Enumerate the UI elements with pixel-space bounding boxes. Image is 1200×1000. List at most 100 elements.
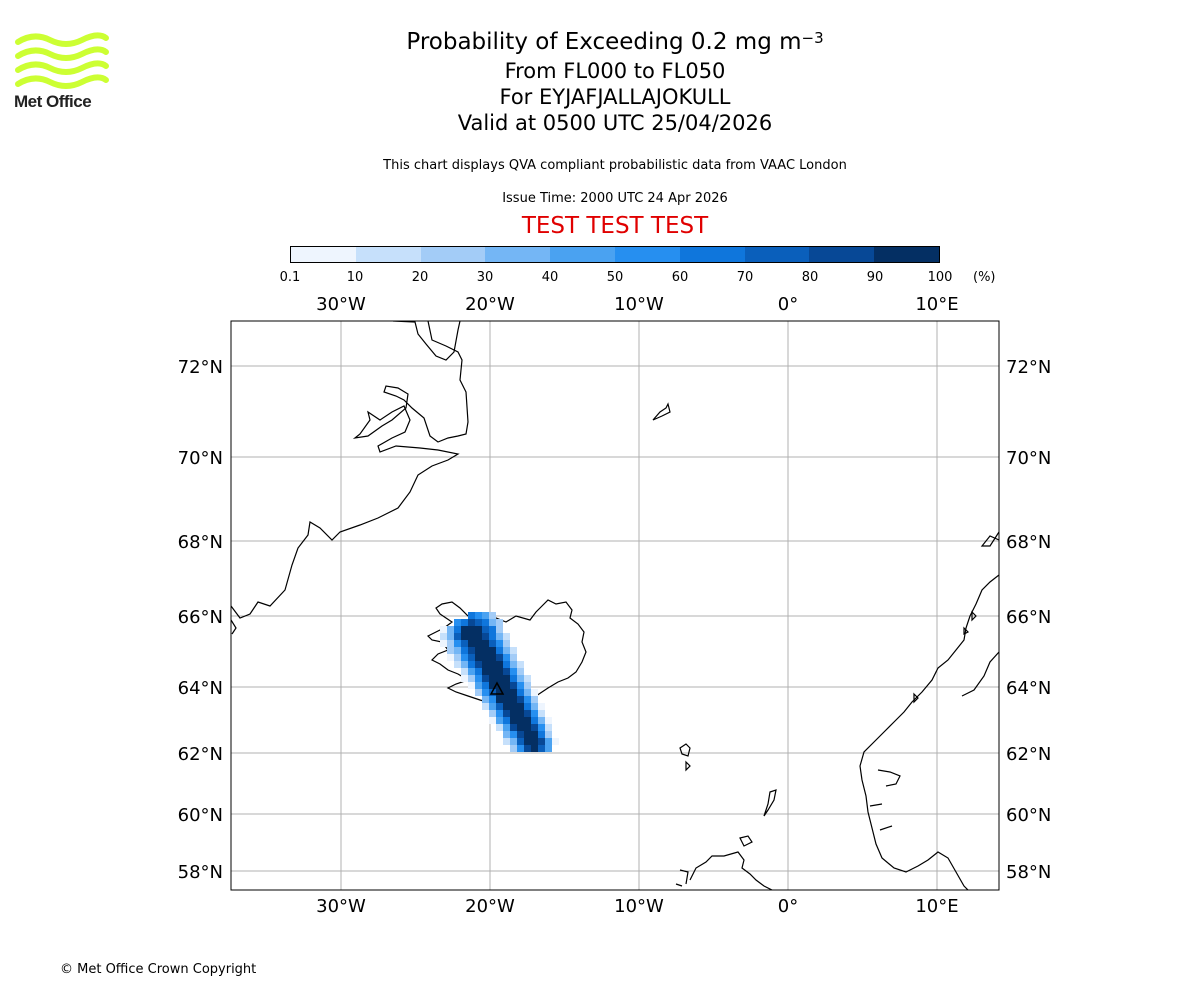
ash-cell (454, 647, 461, 654)
latitude-label-right: 66°N (1006, 607, 1051, 628)
ash-cell (503, 731, 510, 738)
ash-cell (496, 696, 503, 703)
latitude-label-left: 68°N (178, 532, 223, 553)
ash-cell (496, 661, 503, 668)
ash-cell (489, 633, 496, 640)
chart-titles: Probability of Exceeding 0.2 mg m−3 From… (0, 26, 1200, 136)
ash-cell (496, 668, 503, 675)
ash-cell (496, 647, 503, 654)
ash-cell (482, 689, 489, 696)
ash-cell (482, 654, 489, 661)
latitude-label-right: 60°N (1006, 805, 1051, 826)
ash-cell (510, 745, 517, 752)
ash-cell (531, 696, 538, 703)
colorbar-segment (420, 247, 486, 262)
ash-cell (503, 703, 510, 710)
ash-cell (538, 738, 545, 745)
ash-cell (447, 647, 454, 654)
ash-cell (510, 717, 517, 724)
ash-cell (475, 668, 482, 675)
ash-cell (524, 738, 531, 745)
ash-cell (475, 654, 482, 661)
colorbar-segment (485, 247, 551, 262)
ash-cell (489, 696, 496, 703)
ash-cell (468, 661, 475, 668)
longitude-label-bottom: 10°W (614, 896, 664, 917)
latitude-label-right: 58°N (1006, 862, 1051, 883)
ash-cell (531, 710, 538, 717)
coastlines (231, 321, 999, 890)
colorbar-tick-label: 90 (866, 270, 884, 285)
latitude-label-right: 72°N (1006, 357, 1051, 378)
ash-cell (510, 703, 517, 710)
latitude-label-left: 58°N (178, 862, 223, 883)
ash-cell (531, 731, 538, 738)
ash-cell (524, 745, 531, 752)
ash-cell (503, 654, 510, 661)
ash-cell (538, 745, 545, 752)
ash-cell (475, 675, 482, 682)
greenland-inlet (231, 619, 237, 635)
colorbar-tick-label: 20 (411, 270, 429, 285)
ash-cell (489, 717, 496, 724)
gridlines (231, 321, 999, 890)
ash-cell (447, 633, 454, 640)
ash-cell (510, 724, 517, 731)
ash-cell (503, 640, 510, 647)
ash-cell (468, 682, 475, 689)
colorbar-segment (614, 247, 680, 262)
greenland-fjord (392, 321, 461, 361)
ash-cell (524, 717, 531, 724)
ash-cell (482, 703, 489, 710)
ash-cell (517, 710, 524, 717)
ash-cell (503, 647, 510, 654)
ash-cell (475, 647, 482, 654)
ash-cell (475, 612, 482, 619)
ash-cell (510, 689, 517, 696)
ash-cell (531, 738, 538, 745)
ash-cell (475, 626, 482, 633)
colorbar-tick-label: 30 (476, 270, 494, 285)
ash-cell (496, 654, 503, 661)
ash-cell (482, 668, 489, 675)
ash-cell (545, 724, 552, 731)
colorbar-segment (744, 247, 810, 262)
ash-cell (489, 661, 496, 668)
ash-cell (503, 710, 510, 717)
colorbar-segment (679, 247, 745, 262)
ash-cell (503, 675, 510, 682)
latitude-label-left: 62°N (178, 744, 223, 765)
ash-cell (496, 724, 503, 731)
ash-cell (510, 647, 517, 654)
ash-cell (482, 640, 489, 647)
ash-cell (524, 710, 531, 717)
ash-cell (489, 619, 496, 626)
ash-cell (503, 633, 510, 640)
ash-cell (517, 668, 524, 675)
ash-cell (496, 640, 503, 647)
ash-cell (454, 619, 461, 626)
ash-cell (482, 647, 489, 654)
ash-cell (538, 724, 545, 731)
ash-cell (503, 661, 510, 668)
ash-probability-field (440, 612, 559, 752)
ash-cell (447, 654, 454, 661)
ash-cell (489, 668, 496, 675)
longitude-label-top: 10°W (614, 294, 664, 315)
ash-cell (482, 612, 489, 619)
ash-cell (468, 647, 475, 654)
copyright: © Met Office Crown Copyright (60, 962, 257, 977)
ash-cell (517, 717, 524, 724)
qva-note: This chart displays QVA compliant probab… (383, 158, 847, 173)
ash-cell (461, 675, 468, 682)
ash-cell (482, 661, 489, 668)
ash-cell (454, 640, 461, 647)
ash-cell (475, 661, 482, 668)
colorbar-tick-label: 60 (671, 270, 689, 285)
ash-cell (517, 703, 524, 710)
ash-cell (447, 626, 454, 633)
ash-cell (482, 675, 489, 682)
ash-cell (524, 703, 531, 710)
ash-cell (461, 640, 468, 647)
ash-cell (517, 696, 524, 703)
